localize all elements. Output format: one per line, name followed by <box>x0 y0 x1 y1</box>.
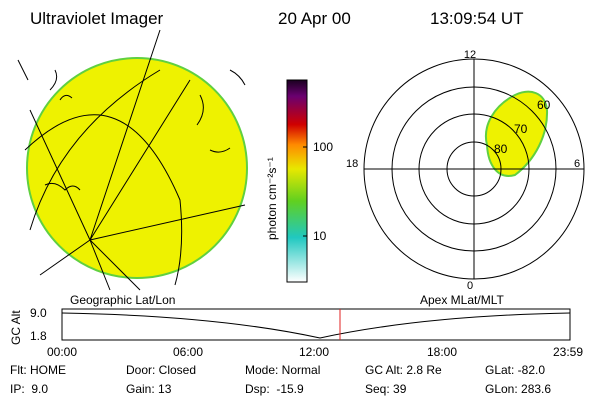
label: 80 <box>494 142 508 156</box>
label: 23:59 <box>553 345 583 359</box>
colorbar <box>286 79 308 283</box>
status-field: Gain: 13 <box>126 382 172 396</box>
altitude-curve <box>61 312 571 339</box>
shape <box>24 69 183 286</box>
label: Ultraviolet Imager <box>30 9 164 28</box>
shape <box>17 59 246 191</box>
label: 100 <box>313 140 333 154</box>
label: 6 <box>574 158 580 170</box>
label: 18:00 <box>427 345 457 359</box>
label: 1.8 <box>30 329 47 343</box>
status-field: Flt: HOME <box>10 363 66 377</box>
timeline-box <box>61 308 571 341</box>
polar-plot <box>363 58 585 280</box>
label: 20 Apr 00 <box>278 9 351 28</box>
label: 12 <box>464 49 476 61</box>
label: 60 <box>537 98 551 112</box>
label: 06:00 <box>173 345 203 359</box>
label: 70 <box>514 122 528 136</box>
label: GC Alt <box>9 310 23 345</box>
status-field: Mode: Normal <box>245 363 320 377</box>
shape <box>26 57 248 279</box>
status-field: Dsp: -15.9 <box>245 382 304 396</box>
label: 9.0 <box>30 306 47 320</box>
status-field: IP: 9.0 <box>10 382 48 396</box>
status-field: GC Alt: 2.8 Re <box>365 363 442 377</box>
status-field: GLat: -82.0 <box>485 363 545 377</box>
label: 13:09:54 UT <box>430 9 524 28</box>
shape <box>29 29 246 291</box>
status-field: GLon: 283.6 <box>485 382 551 396</box>
label: 12:00 <box>299 345 329 359</box>
label: 18 <box>346 158 358 170</box>
status-field: Seq: 39 <box>365 382 407 396</box>
status-panel: Flt: HOME Door: Closed Mode: Normal GC Alt:… <box>10 363 551 396</box>
label: Geographic Lat/Lon <box>70 293 175 307</box>
status-field: Door: Closed <box>126 363 196 377</box>
label: 10 <box>313 229 327 243</box>
earth-image <box>17 29 248 291</box>
label: photon cm⁻²s⁻¹ <box>265 157 279 240</box>
label: 0 <box>467 280 473 292</box>
label: Apex MLat/MLT <box>420 293 504 307</box>
label: 00:00 <box>47 345 77 359</box>
